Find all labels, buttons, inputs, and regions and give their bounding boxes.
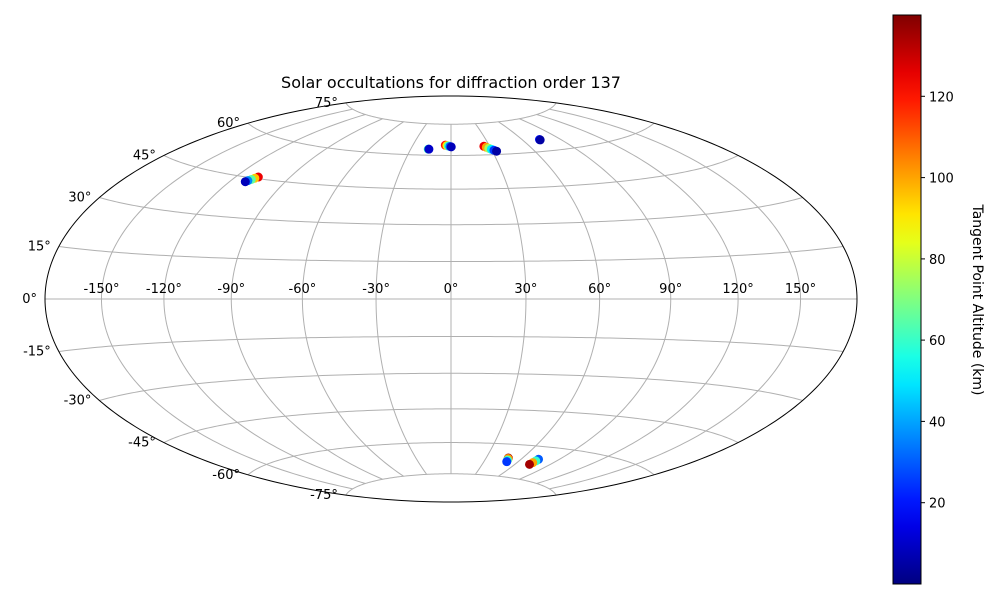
parallel-line — [58, 335, 844, 353]
longitude-tick-labels: -150° -120° -90° -60° -30° 0° 30° 60° 90° 120° 150… — [83, 282, 816, 297]
longitude-tick-label: 30° — [514, 282, 537, 297]
parallel-line — [345, 102, 557, 125]
map-boundary — [44, 95, 858, 503]
colorbar-gradient — [892, 14, 922, 585]
longitude-tick-label: -150° — [83, 282, 119, 297]
chart-title: Solar occultations for diffraction order… — [281, 73, 621, 92]
longitude-tick-label: 120° — [722, 282, 753, 297]
occultation-point — [535, 135, 545, 145]
colorbar-label: Tangent Point Altitude (km) — [969, 203, 985, 395]
parallel-line — [99, 197, 803, 226]
latitude-tick-label: 0° — [22, 292, 37, 307]
longitude-tick-label: -120° — [146, 282, 182, 297]
occultation-point — [446, 142, 456, 152]
longitude-tick-label: -90° — [217, 282, 245, 297]
occultation-point — [424, 144, 434, 154]
occultation-point — [492, 146, 502, 156]
longitude-tick-label: 150° — [785, 282, 816, 297]
occultation-point — [525, 459, 535, 469]
latitude-tick-label: 30° — [68, 191, 91, 206]
parallel-line — [345, 473, 557, 496]
parallel-line — [247, 122, 655, 156]
parallel-line — [247, 442, 655, 476]
longitude-tick-label: 60° — [588, 282, 611, 297]
latitude-tick-labels: 75°60°45°30°15°0°-15°-30°-45°-60°-75° — [22, 96, 338, 503]
colorbar-ticks: 20 40 60 80 100 120 — [921, 90, 954, 512]
colorbar-tick-label: 100 — [929, 172, 954, 187]
colorbar-tick-label: 120 — [929, 90, 954, 105]
longitude-tick-label: 0° — [444, 282, 459, 297]
hammer-projection-plot: 75° 60° 45° 30° 15° 0° -15° -30° -45° -60° -75° -1… — [22, 95, 858, 503]
parallel-line — [99, 372, 803, 401]
latitude-tick-label: 45° — [133, 149, 156, 164]
latitude-tick-label: -15° — [23, 345, 51, 360]
latitude-tick-label: -60° — [212, 468, 240, 483]
parallel-line — [163, 408, 739, 443]
latitude-tick-label: 75° — [315, 96, 338, 111]
occultation-point — [240, 177, 250, 187]
colorbar-tick-label: 40 — [929, 415, 946, 430]
longitude-tick-label: -60° — [289, 282, 317, 297]
latitude-tick-label: 15° — [28, 240, 51, 255]
longitude-tick-label: 90° — [659, 282, 682, 297]
parallel-line — [58, 245, 844, 263]
data-points — [240, 135, 545, 469]
colorbar: 20 40 60 80 100 120 Tangent Point Altitude (k… — [892, 14, 985, 585]
colorbar-tick-label: 80 — [929, 253, 946, 268]
latitude-tick-label: -75° — [310, 488, 338, 503]
occultation-point — [502, 457, 512, 467]
parallel-line — [163, 155, 739, 190]
longitude-tick-label: -30° — [362, 282, 390, 297]
graticule — [45, 102, 857, 496]
colorbar-tick-label: 20 — [929, 497, 946, 512]
latitude-tick-label: -45° — [128, 436, 156, 451]
colorbar-tick-label: 60 — [929, 334, 946, 349]
latitude-tick-label: -30° — [64, 394, 92, 409]
